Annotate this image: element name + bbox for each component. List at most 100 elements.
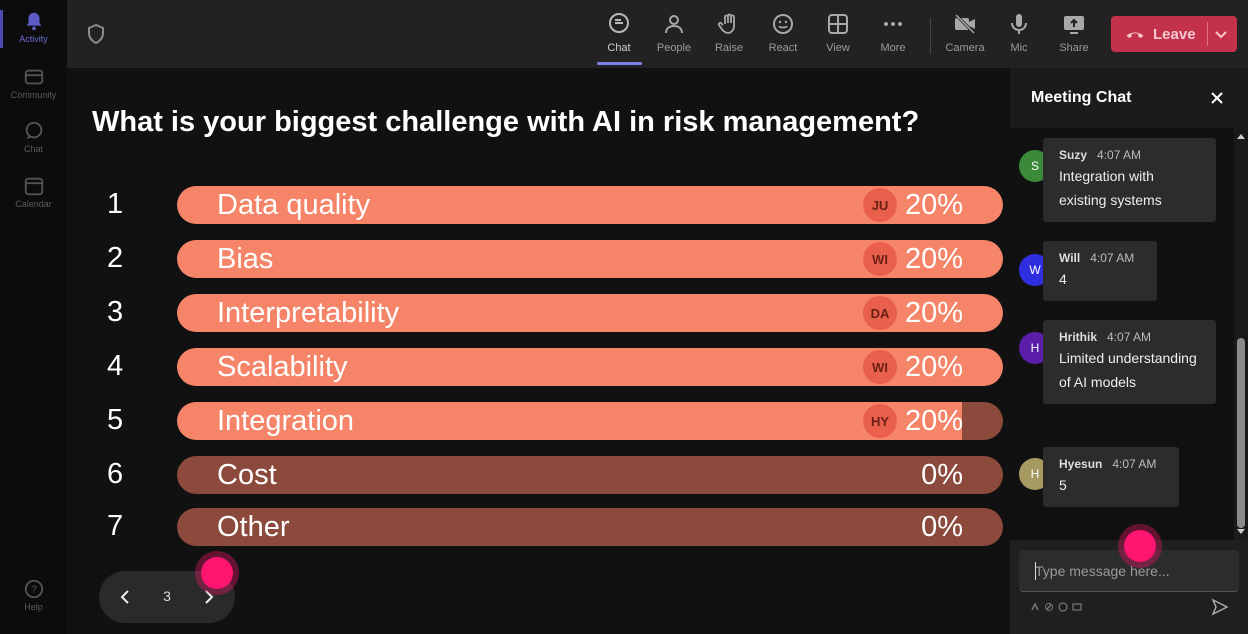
emoji-icon[interactable] xyxy=(1058,602,1068,612)
option-number: 4 xyxy=(107,350,124,382)
option-label: Bias xyxy=(217,243,274,275)
poll-option: 7 Other 0% xyxy=(67,508,1010,546)
chat-header: Meeting Chat xyxy=(1010,68,1248,128)
mic-button[interactable]: Mic xyxy=(993,12,1045,54)
more-button[interactable]: More xyxy=(867,12,919,54)
rail-item-activity[interactable]: Activity xyxy=(0,10,67,44)
rail-item-calendar[interactable]: Calendar xyxy=(0,175,67,209)
chat-label: Chat xyxy=(607,42,631,54)
option-number: 3 xyxy=(107,296,124,328)
rail-item-chat[interactable]: Chat xyxy=(0,120,67,154)
option-number: 1 xyxy=(107,188,124,220)
sender-name: Hyesun xyxy=(1059,457,1103,471)
meeting-toolbar: Chat People Raise React View More Camera… xyxy=(67,0,1248,68)
avatar-initial: H xyxy=(1030,341,1040,355)
option-label: Other xyxy=(217,511,290,543)
option-percent: 20% xyxy=(904,351,963,383)
avatar-initial: H xyxy=(1030,467,1040,481)
message-text: 4 xyxy=(1059,271,1067,287)
chat-message: Suzy 4:07 AM Integration with existing sy… xyxy=(1043,138,1216,222)
chat-scrollbar[interactable] xyxy=(1234,128,1248,540)
scroll-up-icon[interactable] xyxy=(1236,132,1246,140)
attach-icon[interactable] xyxy=(1044,602,1054,612)
react-button[interactable]: React xyxy=(757,12,809,54)
rail-label: Help xyxy=(24,602,43,612)
voter-avatar: HY xyxy=(863,404,897,438)
message-time: 4:07 AM xyxy=(1107,330,1152,344)
raise-label: Raise xyxy=(714,42,744,54)
voter-avatar: JU xyxy=(863,188,897,222)
avatar-initial: W xyxy=(1029,263,1041,277)
click-indicator xyxy=(201,557,233,589)
option-percent: 20% xyxy=(904,405,963,437)
share-screen-icon xyxy=(1064,16,1084,34)
poll-option: 5 Integration HY 20% xyxy=(67,402,1010,440)
rail-label: Activity xyxy=(19,34,48,44)
app-rail: Activity Community Chat Calendar ? Help xyxy=(0,0,67,634)
close-icon[interactable] xyxy=(1209,90,1225,106)
leave-button[interactable]: Leave xyxy=(1111,16,1237,52)
option-percent: 20% xyxy=(904,297,963,329)
voter-avatar: WI xyxy=(863,242,897,276)
shield-icon[interactable] xyxy=(87,24,105,44)
sender-name: Suzy xyxy=(1059,148,1088,162)
rail-label: Chat xyxy=(23,144,43,154)
raise-hand-button[interactable]: Raise xyxy=(703,12,755,54)
page-number: 3 xyxy=(163,588,171,604)
option-percent: 20% xyxy=(904,189,963,221)
rail-active-indicator xyxy=(0,10,3,48)
hand-icon xyxy=(717,13,735,34)
chevron-left-icon[interactable] xyxy=(115,587,135,607)
camera-button[interactable]: Camera xyxy=(939,12,991,54)
gif-icon[interactable] xyxy=(1072,602,1082,612)
option-number: 6 xyxy=(107,458,124,490)
react-label: React xyxy=(768,42,798,54)
format-icon[interactable] xyxy=(1030,602,1040,612)
option-label: Data quality xyxy=(217,189,371,221)
scrollbar-thumb[interactable] xyxy=(1237,338,1245,528)
chat-message: Hrithik 4:07 AM Limited understanding of … xyxy=(1043,320,1216,404)
view-button[interactable]: View xyxy=(812,12,864,54)
scroll-down-icon[interactable] xyxy=(1236,528,1246,536)
option-bar: Scalability WI 20% xyxy=(177,348,1003,386)
option-label: Interpretability xyxy=(217,297,400,329)
chat-title: Meeting Chat xyxy=(1031,89,1132,106)
share-button[interactable]: Share xyxy=(1048,12,1100,54)
leave-divider xyxy=(1207,22,1208,46)
poll-option: 2 Bias WI 20% xyxy=(67,240,1010,278)
message-text: Limited understanding of AI models xyxy=(1059,350,1197,390)
poll-option: 6 Cost 0% xyxy=(67,456,1010,494)
send-icon[interactable] xyxy=(1211,598,1229,616)
active-tab-indicator xyxy=(597,62,642,65)
option-label: Cost xyxy=(217,459,277,491)
share-label: Share xyxy=(1059,42,1089,54)
more-icon xyxy=(884,22,902,26)
option-percent: 0% xyxy=(921,511,963,543)
option-bar: Data quality JU 20% xyxy=(177,186,1003,224)
rail-label: Calendar xyxy=(15,199,52,209)
chevron-down-icon[interactable] xyxy=(1213,26,1229,42)
option-bar: Cost 0% xyxy=(177,456,1003,494)
view-label: View xyxy=(826,42,850,54)
toolbar-divider xyxy=(930,18,931,54)
poll-question: What is your biggest challenge with AI i… xyxy=(92,106,920,138)
rail-item-help[interactable]: ? Help xyxy=(0,578,67,612)
chat-message: Will 4:07 AM 4 xyxy=(1043,241,1157,301)
option-bar-fill xyxy=(177,402,962,440)
rail-item-community[interactable]: Community xyxy=(0,66,67,100)
click-indicator xyxy=(1124,530,1156,562)
chat-icon xyxy=(609,13,629,33)
help-icon: ? xyxy=(24,579,43,599)
people-button[interactable]: People xyxy=(648,12,700,54)
people-label: People xyxy=(656,42,692,54)
sender-name: Hrithik xyxy=(1059,330,1098,344)
option-percent: 20% xyxy=(904,243,963,275)
option-label: Scalability xyxy=(217,351,348,383)
voter-avatar: DA xyxy=(863,296,897,330)
message-text: 5 xyxy=(1059,477,1067,493)
people-icon xyxy=(665,15,683,34)
option-label: Integration xyxy=(217,405,355,437)
camera-off-icon xyxy=(954,13,976,35)
chevron-right-icon[interactable] xyxy=(199,587,219,607)
chat-button[interactable]: Chat xyxy=(593,12,645,54)
